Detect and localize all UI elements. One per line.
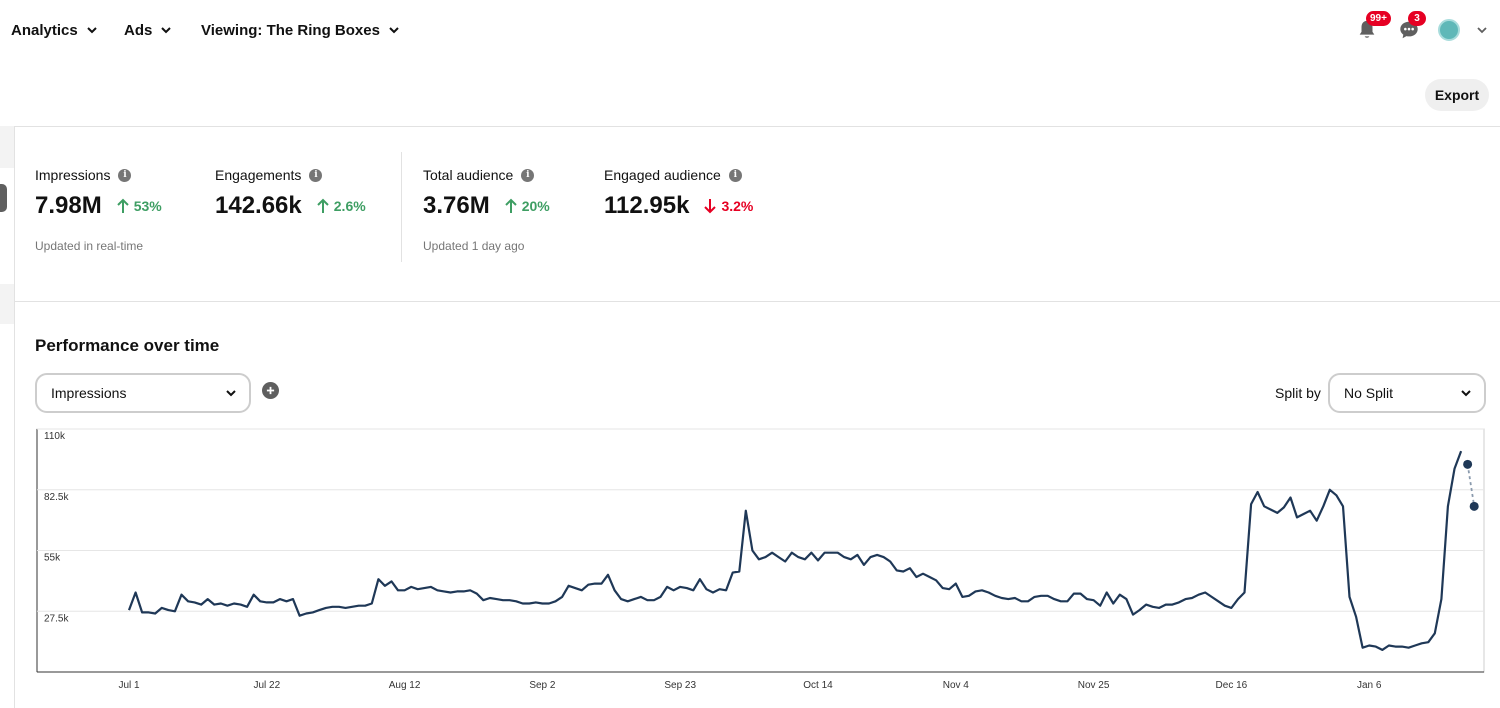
x-tick-label: Jul 1 xyxy=(118,680,140,691)
metric-impressions: Impressions i 7.98M 53% xyxy=(35,166,162,220)
split-select-value: No Split xyxy=(1344,385,1394,401)
account-menu-button[interactable] xyxy=(1476,23,1490,37)
y-tick-label: 55k xyxy=(44,553,61,564)
chevron-down-icon xyxy=(161,27,172,34)
metric-label: Engaged audience xyxy=(604,167,721,183)
metric-change-value: 53% xyxy=(133,198,162,214)
metric-label: Total audience xyxy=(423,167,514,183)
rail-block xyxy=(0,126,14,168)
metric-engagements: Engagements i 142.66k 2.6% xyxy=(215,166,366,220)
metric-value: 142.66k xyxy=(215,192,302,219)
updated-realtime-note: Updated in real-time xyxy=(35,239,144,253)
x-tick-label: Oct 14 xyxy=(803,680,833,691)
arrow-down-icon xyxy=(704,199,717,214)
metric-engaged-audience: Engaged audience i 112.95k 3.2% xyxy=(604,166,753,220)
metric-change-value: 2.6% xyxy=(333,198,366,214)
metric-select[interactable]: Impressions xyxy=(35,373,251,413)
metric-value: 7.98M xyxy=(35,192,102,219)
metric-total-audience: Total audience i 3.76M 20% xyxy=(423,166,550,220)
info-icon[interactable]: i xyxy=(309,168,323,182)
info-icon[interactable]: i xyxy=(728,168,742,182)
partial-data-line xyxy=(1466,464,1476,507)
chevron-down-icon xyxy=(389,27,399,34)
export-button[interactable]: Export xyxy=(1425,79,1489,111)
x-tick-label: Nov 4 xyxy=(943,680,970,691)
data-point xyxy=(1469,501,1479,511)
nav-ads-label: Ads xyxy=(124,21,153,39)
metric-value: 3.76M xyxy=(423,192,490,219)
chevron-down-icon xyxy=(1477,27,1487,34)
metrics-bottom-divider xyxy=(15,301,1500,302)
nav-right-group: 99+ 3 xyxy=(1354,11,1490,46)
nav-viewing[interactable]: Viewing: The Ring Boxes xyxy=(201,20,400,40)
x-tick-label: Sep 23 xyxy=(664,680,696,691)
info-icon[interactable]: i xyxy=(118,168,132,182)
rail-toggle-handle[interactable] xyxy=(0,184,7,212)
chevron-down-icon xyxy=(226,390,236,397)
arrow-up-icon xyxy=(116,198,129,213)
metric-label: Impressions xyxy=(35,167,111,183)
metric-change-value: 3.2% xyxy=(721,198,754,214)
top-nav: Analytics Ads Viewing: The Ring Boxes 99… xyxy=(0,0,1500,60)
split-by-label: Split by xyxy=(1275,385,1321,401)
performance-title: Performance over time xyxy=(35,336,220,355)
arrow-up-icon xyxy=(317,198,329,213)
data-point xyxy=(1463,459,1473,469)
x-tick-label: Aug 12 xyxy=(389,680,421,691)
x-tick-label: Dec 16 xyxy=(1216,680,1248,691)
nav-analytics-label: Analytics xyxy=(11,21,78,39)
x-tick-label: Nov 25 xyxy=(1078,680,1110,691)
metric-change: 53% xyxy=(116,198,162,214)
messages-button[interactable]: 3 xyxy=(1396,11,1426,43)
messages-badge: 3 xyxy=(1408,11,1426,26)
x-tick-label: Sep 2 xyxy=(529,680,556,691)
metric-select-value: Impressions xyxy=(51,385,127,401)
chevron-down-icon xyxy=(1461,390,1471,397)
performance-chart: 110k 82.5k 55k 27.5k Jul 1 Jul 22 Aug 12 Sep 2 S… xyxy=(0,420,1500,708)
plus-icon xyxy=(266,386,275,395)
metric-change-value: 20% xyxy=(521,198,550,214)
chart-svg: 110k 82.5k 55k 27.5k Jul 1 Jul 22 Aug 12 Sep 2 S… xyxy=(36,428,1485,691)
avatar[interactable] xyxy=(1438,19,1460,41)
x-tick-label: Jan 6 xyxy=(1357,680,1382,691)
chevron-down-icon xyxy=(86,27,97,34)
metric-value: 112.95k xyxy=(604,192,690,219)
x-tick-label: Jul 22 xyxy=(253,680,280,691)
arrow-up-icon xyxy=(504,198,517,213)
impressions-series-line xyxy=(127,450,1463,651)
notifications-button[interactable]: 99+ xyxy=(1354,11,1391,43)
info-icon[interactable]: i xyxy=(521,168,535,182)
left-rail xyxy=(0,126,15,708)
nav-analytics[interactable]: Analytics xyxy=(11,20,98,40)
y-tick-label: 82.5k xyxy=(44,492,69,503)
notifications-badge: 99+ xyxy=(1366,11,1391,26)
updated-daily-note: Updated 1 day ago xyxy=(423,239,525,253)
split-select[interactable]: No Split xyxy=(1328,373,1486,413)
y-tick-label: 27.5k xyxy=(44,613,69,624)
metrics-divider xyxy=(401,152,402,262)
y-tick-label: 110k xyxy=(44,431,66,442)
nav-viewing-label: Viewing: The Ring Boxes xyxy=(201,21,380,39)
metric-change: 3.2% xyxy=(703,198,753,214)
nav-ads[interactable]: Ads xyxy=(124,20,172,40)
header-divider xyxy=(0,126,1500,127)
metric-label: Engagements xyxy=(215,167,302,183)
rail-block xyxy=(0,284,14,324)
add-metric-button[interactable] xyxy=(262,382,279,399)
metric-change: 20% xyxy=(504,198,550,214)
metric-change: 2.6% xyxy=(316,198,366,214)
